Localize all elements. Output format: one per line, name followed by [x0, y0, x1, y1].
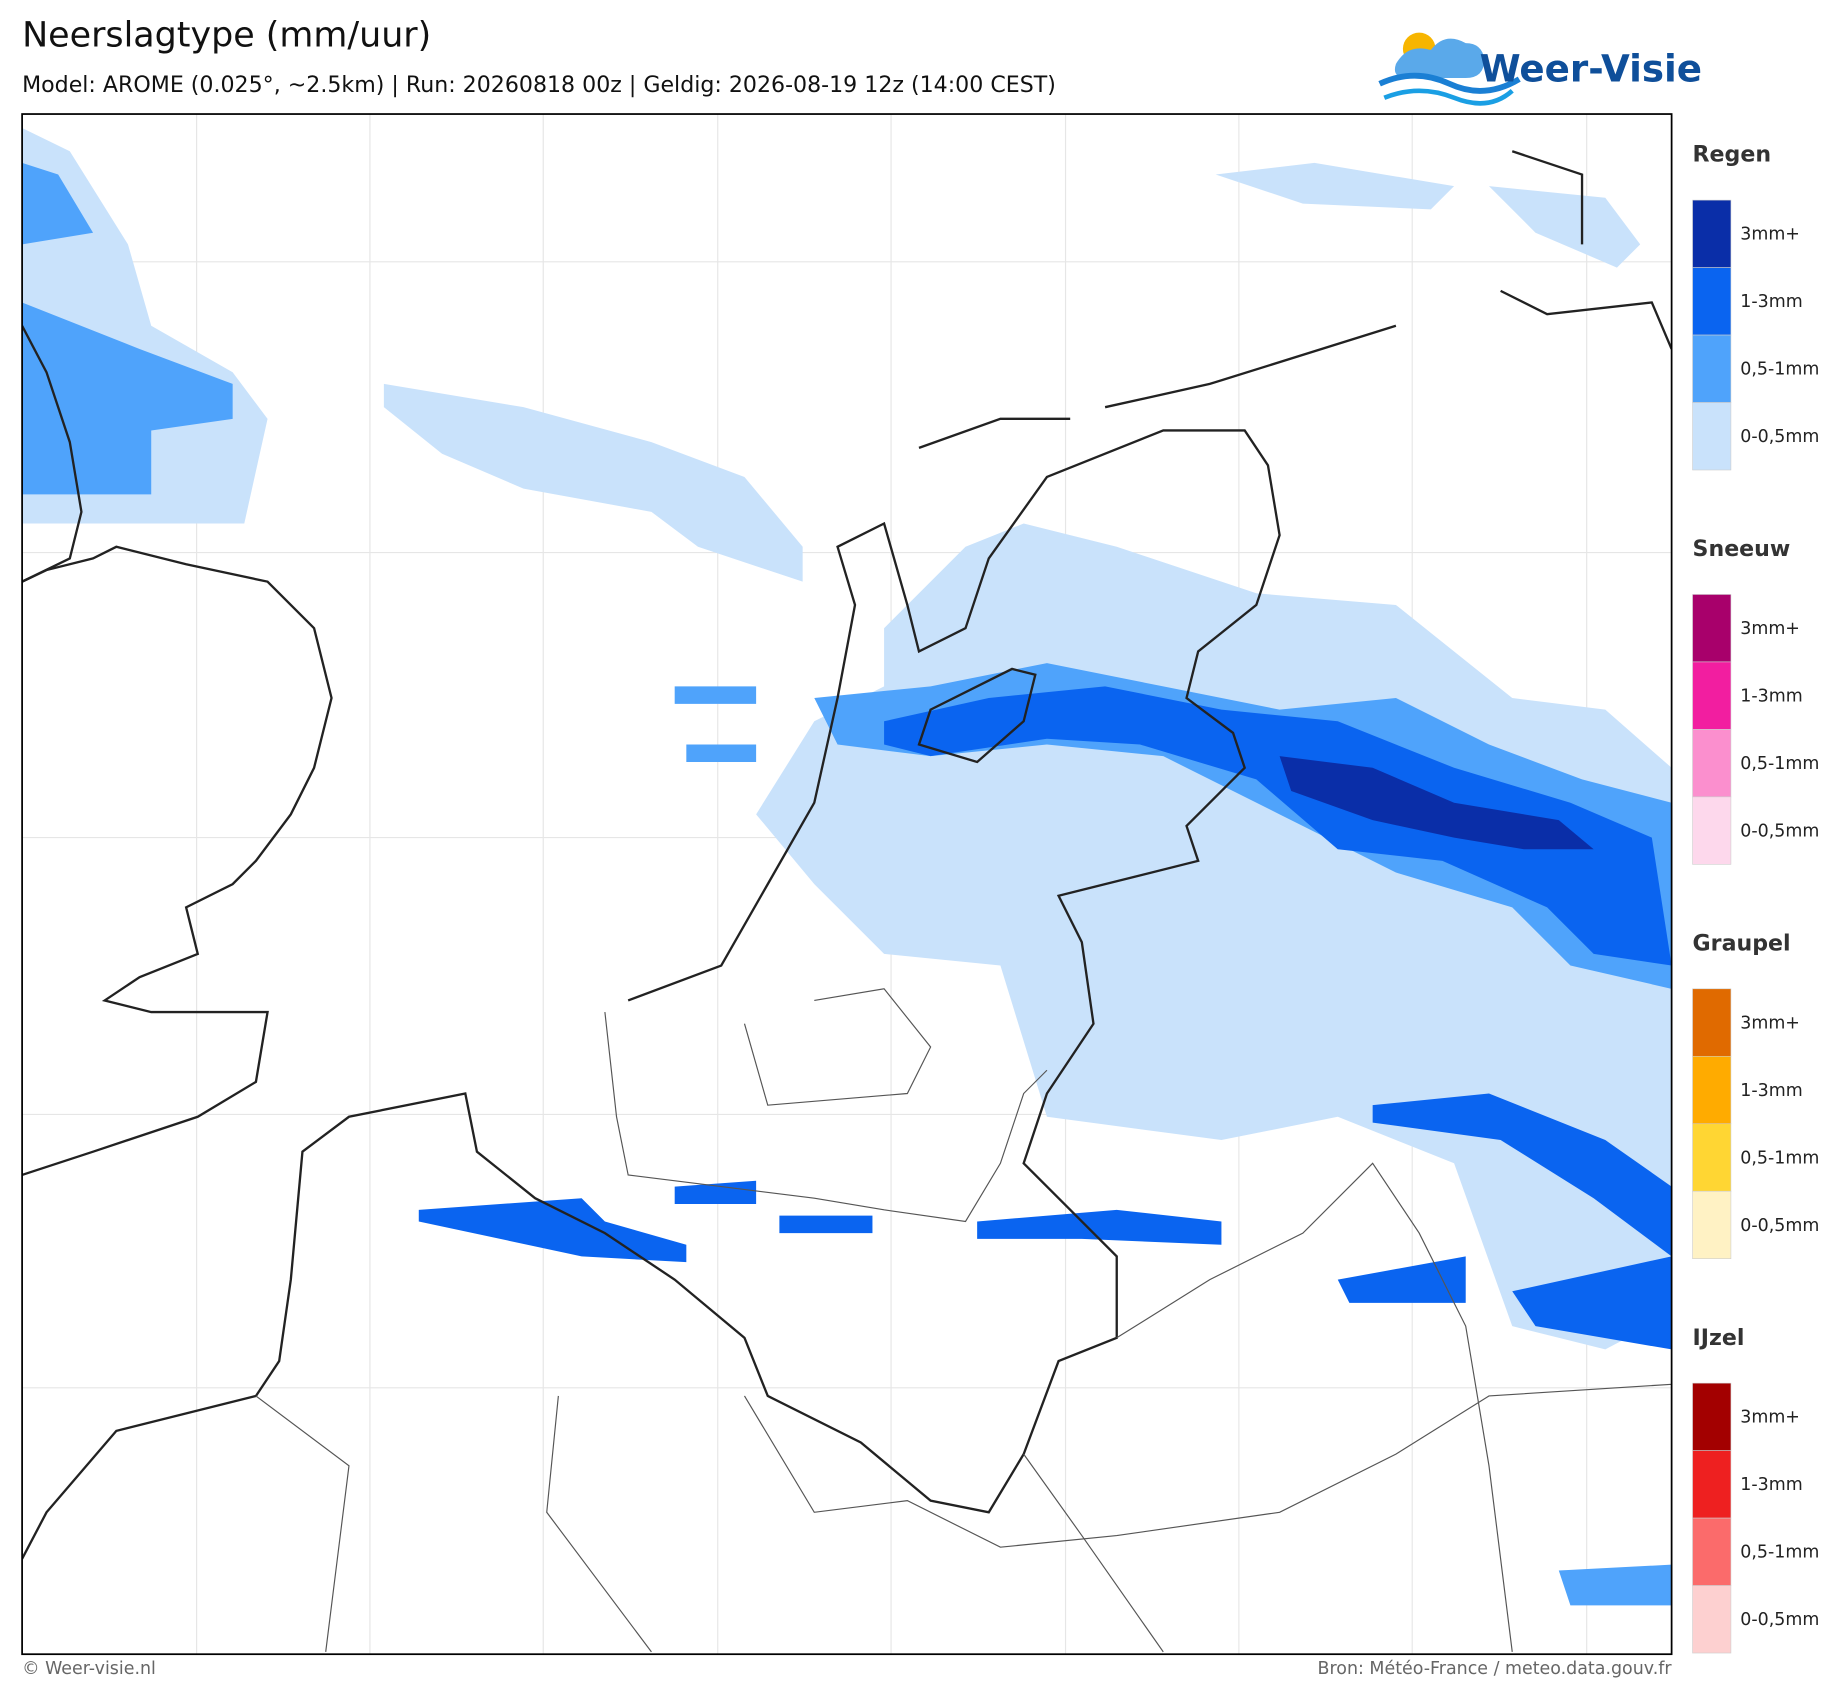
legend-swatch	[1692, 1055, 1732, 1125]
legend-label: 0-0,5mm	[1740, 1610, 1819, 1630]
borders	[255, 988, 1672, 1653]
logo: Weer-Visie	[1378, 32, 1702, 106]
legend-label: 3mm+	[1740, 1408, 1800, 1428]
legend-label: 3mm+	[1740, 225, 1800, 245]
legend-swatch	[1692, 1585, 1732, 1654]
legend-swatch	[1692, 661, 1732, 730]
legend-label: 3mm+	[1740, 619, 1800, 639]
legend-swatch	[1692, 1123, 1732, 1192]
legend-label: 0,5-1mm	[1740, 1543, 1819, 1563]
legend-title: Graupel	[1693, 930, 1791, 956]
legend: Regen 3mm+ 1-3mm 0,5-1mm 0-0,5mm Sneeuw 3mm+ 1-…	[1692, 142, 1819, 1654]
map	[21, 113, 1673, 1656]
legend-label: 3mm+	[1740, 1013, 1800, 1033]
legend-swatch	[1692, 1190, 1732, 1259]
legend-label: 0-0,5mm	[1740, 427, 1819, 447]
map-frame	[21, 113, 1673, 1656]
legend-label: 0,5-1mm	[1740, 1148, 1819, 1168]
subtitle: Model: AROME (0.025°, ~2.5km) | Run: 202…	[22, 72, 1056, 98]
legend-label: 0-0,5mm	[1740, 821, 1819, 841]
legend-swatch	[1692, 1517, 1732, 1586]
legend-label: 1-3mm	[1740, 292, 1802, 312]
legend-swatch	[1692, 1450, 1732, 1519]
footer-left: © Weer-visie.nl	[22, 1659, 156, 1679]
legend-swatch	[1692, 267, 1732, 336]
footer-right: Bron: Météo-France / meteo.data.gouv.fr	[1318, 1659, 1673, 1679]
logo-text: Weer-Visie	[1480, 46, 1702, 90]
legend-label: 1-3mm	[1740, 1475, 1802, 1495]
legend-label: 1-3mm	[1740, 686, 1802, 706]
legend-swatch	[1692, 199, 1732, 268]
legend-label: 0,5-1mm	[1740, 754, 1819, 774]
legend-swatch	[1692, 1382, 1732, 1451]
legend-label: 0,5-1mm	[1740, 360, 1819, 380]
legend-title: Regen	[1693, 142, 1772, 168]
precipitation	[22, 128, 1672, 1606]
legend-swatch	[1692, 729, 1732, 798]
legend-label: 0-0,5mm	[1740, 1216, 1819, 1236]
legend-title: IJzel	[1693, 1325, 1745, 1351]
legend-swatch	[1692, 402, 1732, 471]
legend-swatch	[1692, 796, 1732, 865]
coastlines	[22, 150, 1672, 1560]
legend-swatch	[1692, 594, 1732, 663]
legend-swatch	[1692, 988, 1732, 1057]
legend-label: 1-3mm	[1740, 1081, 1802, 1101]
legend-title: Sneeuw	[1693, 536, 1791, 562]
title: Neerslagtype (mm/uur)	[22, 16, 431, 56]
legend-swatch	[1692, 334, 1732, 403]
